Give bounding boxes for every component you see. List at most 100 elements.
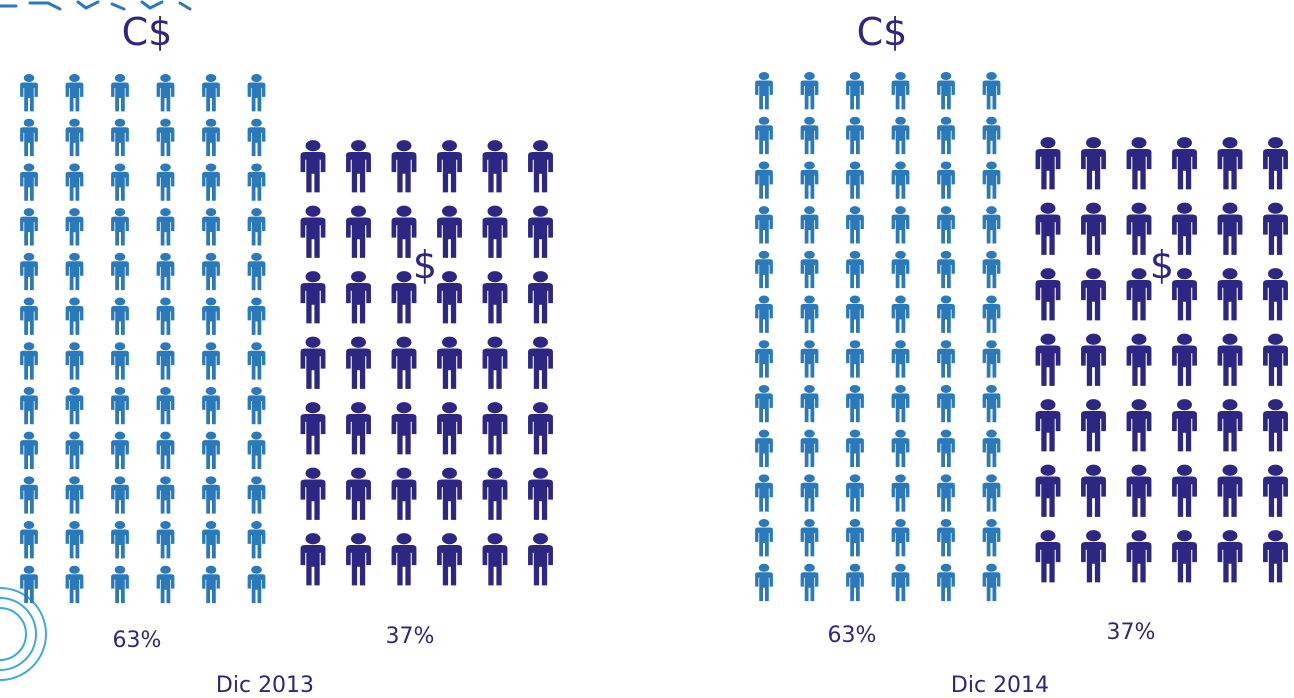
person-icon xyxy=(982,474,1001,512)
person-icon xyxy=(528,336,553,389)
person-icon xyxy=(1081,399,1106,452)
person-icon xyxy=(528,533,553,586)
person-icon xyxy=(346,271,371,324)
person-icon xyxy=(20,74,38,112)
person-icon xyxy=(437,467,462,520)
person-icon xyxy=(20,118,38,157)
person-icon xyxy=(156,565,175,604)
person-icon xyxy=(111,431,129,469)
person-icon xyxy=(346,533,371,586)
person-icon xyxy=(755,340,773,378)
person-icon xyxy=(156,521,175,559)
person-icon xyxy=(156,431,175,469)
person-icon xyxy=(891,519,910,557)
person-icon xyxy=(156,297,175,335)
person-icon xyxy=(800,563,819,602)
person-icon xyxy=(202,342,220,380)
person-icon xyxy=(1126,530,1152,583)
person-icon xyxy=(1035,202,1061,255)
person-icon xyxy=(800,295,819,333)
person-icon xyxy=(65,386,84,425)
person-icon xyxy=(437,205,462,258)
person-icon xyxy=(1126,464,1152,517)
person-icon xyxy=(1172,137,1197,190)
top-left-partial-text xyxy=(0,0,192,11)
person-icon xyxy=(800,116,819,155)
person-icon xyxy=(755,161,773,199)
person-icon xyxy=(937,116,955,155)
person-icon xyxy=(156,74,175,112)
person-icon xyxy=(891,116,910,155)
person-icon xyxy=(247,163,266,201)
person-icon xyxy=(346,140,371,193)
person-icon xyxy=(1081,464,1106,517)
person-icon xyxy=(982,429,1001,467)
person-icon xyxy=(891,474,910,512)
person-icon xyxy=(846,563,864,602)
person-icon xyxy=(300,140,326,193)
person-icon xyxy=(111,252,129,291)
person-icon xyxy=(1035,333,1061,386)
person-icon xyxy=(1263,530,1288,583)
person-icon xyxy=(1035,530,1061,583)
person-icon xyxy=(482,336,508,389)
person-icon xyxy=(937,161,955,199)
person-icon xyxy=(1172,202,1197,255)
person-icon xyxy=(755,295,773,333)
person-icon xyxy=(20,208,38,246)
person-icon xyxy=(800,72,819,110)
person-icon xyxy=(1217,399,1243,452)
person-icon xyxy=(202,252,220,291)
data-label-cordobas-2013: 63% xyxy=(113,628,162,653)
person-icon xyxy=(528,205,553,258)
person-icon xyxy=(20,521,38,559)
person-icon xyxy=(937,295,955,333)
person-icon xyxy=(111,118,129,157)
person-icon xyxy=(391,402,417,455)
person-icon xyxy=(20,252,38,291)
person-icon xyxy=(755,384,773,423)
person-icon xyxy=(1126,202,1152,255)
person-icon xyxy=(982,295,1001,333)
series-label-cordobas-2013: C$ xyxy=(122,10,173,54)
person-icon xyxy=(156,342,175,380)
person-icon xyxy=(65,74,84,112)
person-icon xyxy=(1081,333,1106,386)
person-icon xyxy=(937,72,955,110)
person-icon xyxy=(1263,202,1288,255)
person-icon xyxy=(111,386,129,425)
person-icon xyxy=(20,476,38,514)
person-icon xyxy=(846,206,864,244)
category-label-2013: Dic 2013 xyxy=(216,673,314,698)
pictograph-bar-cordobas-dic-2013 xyxy=(20,74,266,604)
person-icon xyxy=(20,163,38,201)
person-icon xyxy=(891,384,910,423)
person-icon xyxy=(755,474,773,512)
person-icon xyxy=(891,72,910,110)
person-icon xyxy=(800,474,819,512)
person-icon xyxy=(800,519,819,557)
person-icon xyxy=(891,340,910,378)
person-icon xyxy=(982,563,1001,602)
person-icon xyxy=(1035,137,1061,190)
person-icon xyxy=(111,163,129,201)
person-icon xyxy=(982,72,1001,110)
person-icon xyxy=(846,72,864,110)
person-icon xyxy=(111,297,129,335)
pictograph-bar-cordobas-dic-2014 xyxy=(755,72,1001,602)
person-icon xyxy=(1172,333,1197,386)
person-icon xyxy=(20,342,38,380)
person-icon xyxy=(1172,399,1197,452)
person-icon xyxy=(1263,268,1288,321)
person-icon xyxy=(202,476,220,514)
person-icon xyxy=(156,386,175,425)
person-icon xyxy=(755,429,773,467)
person-icon xyxy=(800,161,819,199)
pictograph-bar-dollars-dic-2013 xyxy=(300,140,553,586)
person-icon xyxy=(111,208,129,246)
person-icon xyxy=(65,118,84,157)
person-icon xyxy=(528,467,553,520)
person-icon xyxy=(300,467,326,520)
person-icon xyxy=(846,429,864,467)
person-icon xyxy=(156,252,175,291)
